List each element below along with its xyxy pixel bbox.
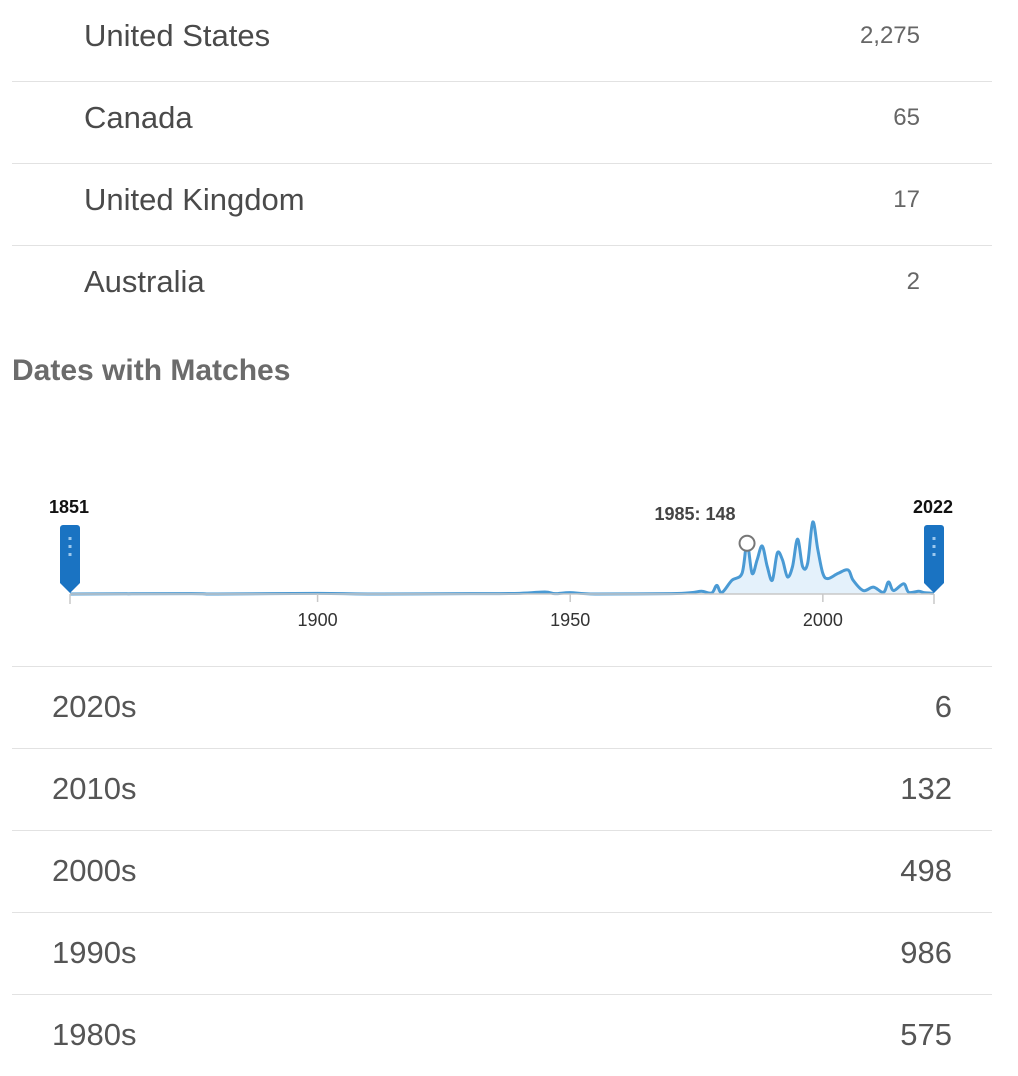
handle-marker[interactable] bbox=[60, 525, 80, 593]
decade-name: 2020s bbox=[52, 689, 137, 724]
grip-dot bbox=[932, 545, 936, 548]
series-area-fill bbox=[70, 521, 934, 594]
range-end-handle[interactable]: 2022 bbox=[913, 497, 953, 593]
hover-tooltip-label: 1985: 148 bbox=[655, 504, 736, 524]
country-count: 17 bbox=[893, 186, 920, 213]
country-row-australia[interactable]: Australia 2 bbox=[12, 246, 992, 327]
decade-row-2000s[interactable]: 2000s 498 bbox=[12, 831, 992, 913]
grip-dot bbox=[68, 545, 72, 548]
decade-name: 1990s bbox=[52, 935, 137, 970]
grip-dot bbox=[932, 553, 936, 556]
series-line bbox=[69, 520, 935, 596]
country-name: United States bbox=[84, 18, 271, 53]
decade-count: 575 bbox=[900, 1017, 952, 1052]
country-name: United Kingdom bbox=[84, 182, 305, 217]
hover-point-marker bbox=[738, 534, 756, 552]
country-name: Australia bbox=[84, 264, 205, 299]
country-row-united-kingdom[interactable]: United Kingdom 17 bbox=[12, 164, 992, 246]
decade-row-2010s[interactable]: 2010s 132 bbox=[12, 749, 992, 831]
range-start-handle[interactable]: 1851 bbox=[49, 497, 89, 593]
dates-section-title: Dates with Matches bbox=[12, 354, 291, 387]
decade-count: 132 bbox=[900, 771, 952, 806]
dates-timeline-chart[interactable]: 1900 1950 2000 1851 2022 1985: 148 bbox=[0, 480, 1018, 640]
decade-row-1980s[interactable]: 1980s 575 bbox=[12, 995, 992, 1076]
decade-count: 498 bbox=[900, 853, 952, 888]
grip-dot bbox=[68, 537, 72, 540]
decade-name: 1980s bbox=[52, 1017, 137, 1052]
handle-label: 2022 bbox=[913, 497, 953, 517]
decade-count: 6 bbox=[934, 689, 952, 724]
handle-label: 1851 bbox=[49, 497, 89, 517]
chart-area bbox=[69, 520, 935, 596]
grip-dot bbox=[68, 553, 72, 556]
country-count: 65 bbox=[893, 104, 920, 131]
decade-row-1990s[interactable]: 1990s 986 bbox=[12, 913, 992, 995]
range-handles: 1851 2022 bbox=[49, 497, 953, 593]
country-count: 2,275 bbox=[859, 22, 920, 49]
decade-count: 986 bbox=[900, 935, 952, 970]
x-tick-label: 1950 bbox=[550, 610, 590, 630]
country-name: Canada bbox=[84, 100, 193, 135]
decade-name: 2000s bbox=[52, 853, 137, 888]
handle-marker[interactable] bbox=[924, 525, 944, 593]
chart-tooltip: 1985: 148 bbox=[655, 504, 756, 552]
x-tick-label: 2000 bbox=[803, 610, 843, 630]
country-count: 2 bbox=[906, 268, 920, 295]
x-tick-label: 1900 bbox=[298, 610, 338, 630]
chart-axis: 1900 1950 2000 bbox=[69, 593, 935, 630]
country-row-united-states[interactable]: United States 2,275 bbox=[12, 0, 992, 82]
decade-row-2020s[interactable]: 2020s 6 bbox=[12, 667, 992, 749]
country-row-canada[interactable]: Canada 65 bbox=[12, 82, 992, 164]
country-list: United States 2,275 Canada 65 United Kin… bbox=[12, 0, 992, 327]
grip-dot bbox=[932, 537, 936, 540]
decade-list: 2020s 6 2010s 132 2000s 498 1990s 986 19… bbox=[12, 666, 992, 1076]
decade-name: 2010s bbox=[52, 771, 137, 806]
